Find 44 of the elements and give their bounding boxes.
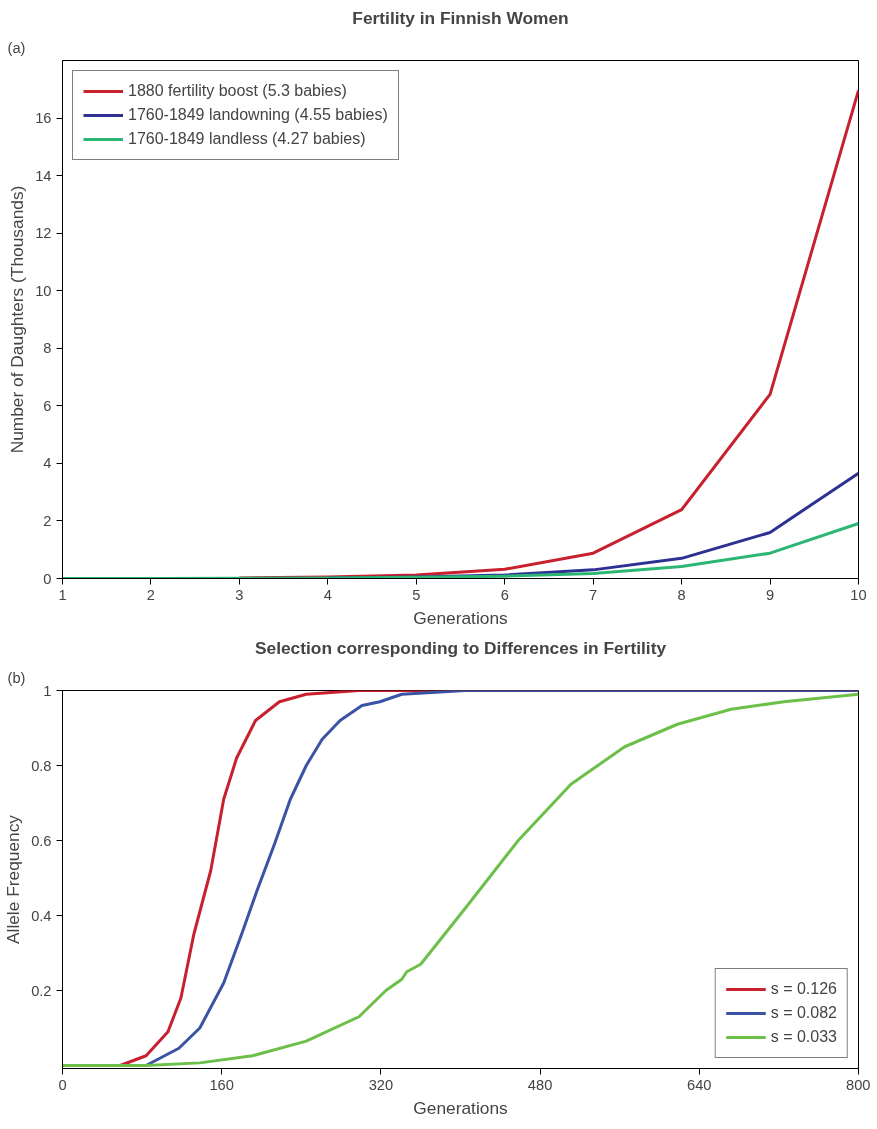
legend-label: 1880 fertility boost (5.3 babies) — [128, 82, 347, 100]
y-tick-label: 2 — [43, 512, 52, 529]
text: (b) — [7, 669, 26, 686]
x-axis-title: Generations — [413, 1097, 509, 1118]
y-axis-title: Number of Daughters (Thousands) — [7, 185, 28, 454]
y-tick-label: 0.4 — [31, 907, 52, 924]
y-tick-label: 12 — [35, 225, 52, 242]
legend-label: s = 0.033 — [770, 1028, 837, 1046]
x-tick-label: 8 — [677, 586, 686, 603]
y-axis-title: Allele Frequency — [3, 814, 24, 945]
y-tick-label: 0 — [43, 570, 52, 587]
y-tick-label: 16 — [35, 110, 52, 127]
y-tick-label: 1 — [43, 682, 52, 699]
legend-label: s = 0.126 — [770, 980, 837, 998]
chart-title: Fertility in Finnish Women — [352, 7, 569, 28]
legend-label: 1760-1849 landowning (4.55 babies) — [128, 106, 388, 124]
x-tick-label: 480 — [527, 1076, 553, 1093]
x-tick-label: 800 — [846, 1076, 871, 1093]
y-tick-label: 14 — [35, 167, 52, 184]
x-tick-label: 320 — [368, 1076, 394, 1093]
x-tick-label: 7 — [589, 586, 598, 603]
y-tick-label: 10 — [35, 282, 52, 299]
x-axis-title: Generations — [413, 607, 509, 628]
y-tick-label: 6 — [43, 397, 52, 414]
x-tick-label: 2 — [146, 586, 156, 603]
x-tick-label: 9 — [765, 586, 775, 603]
x-tick-label: 640 — [687, 1076, 712, 1093]
chart-title: Selection corresponding to Differences in Fertility — [254, 637, 667, 658]
y-tick-label: 0.2 — [31, 982, 52, 999]
legend-label: 1760-1849 landless (4.27 babies) — [128, 130, 366, 148]
y-tick-label: 4 — [43, 455, 52, 472]
y-tick-label: 8 — [43, 340, 52, 357]
x-tick-label: 5 — [412, 586, 421, 603]
x-tick-label: 1 — [58, 586, 67, 603]
y-tick-label: 0.6 — [31, 832, 52, 849]
x-tick-label: 160 — [209, 1076, 234, 1093]
x-tick-label: 4 — [323, 586, 332, 603]
text: (a) — [7, 39, 26, 56]
x-tick-label: 10 — [850, 586, 867, 603]
x-tick-label: 0 — [58, 1076, 67, 1093]
x-tick-label: 6 — [500, 586, 509, 603]
legend-label: s = 0.082 — [770, 1004, 837, 1022]
y-tick-label: 0.8 — [31, 757, 52, 774]
x-tick-label: 3 — [235, 586, 244, 603]
